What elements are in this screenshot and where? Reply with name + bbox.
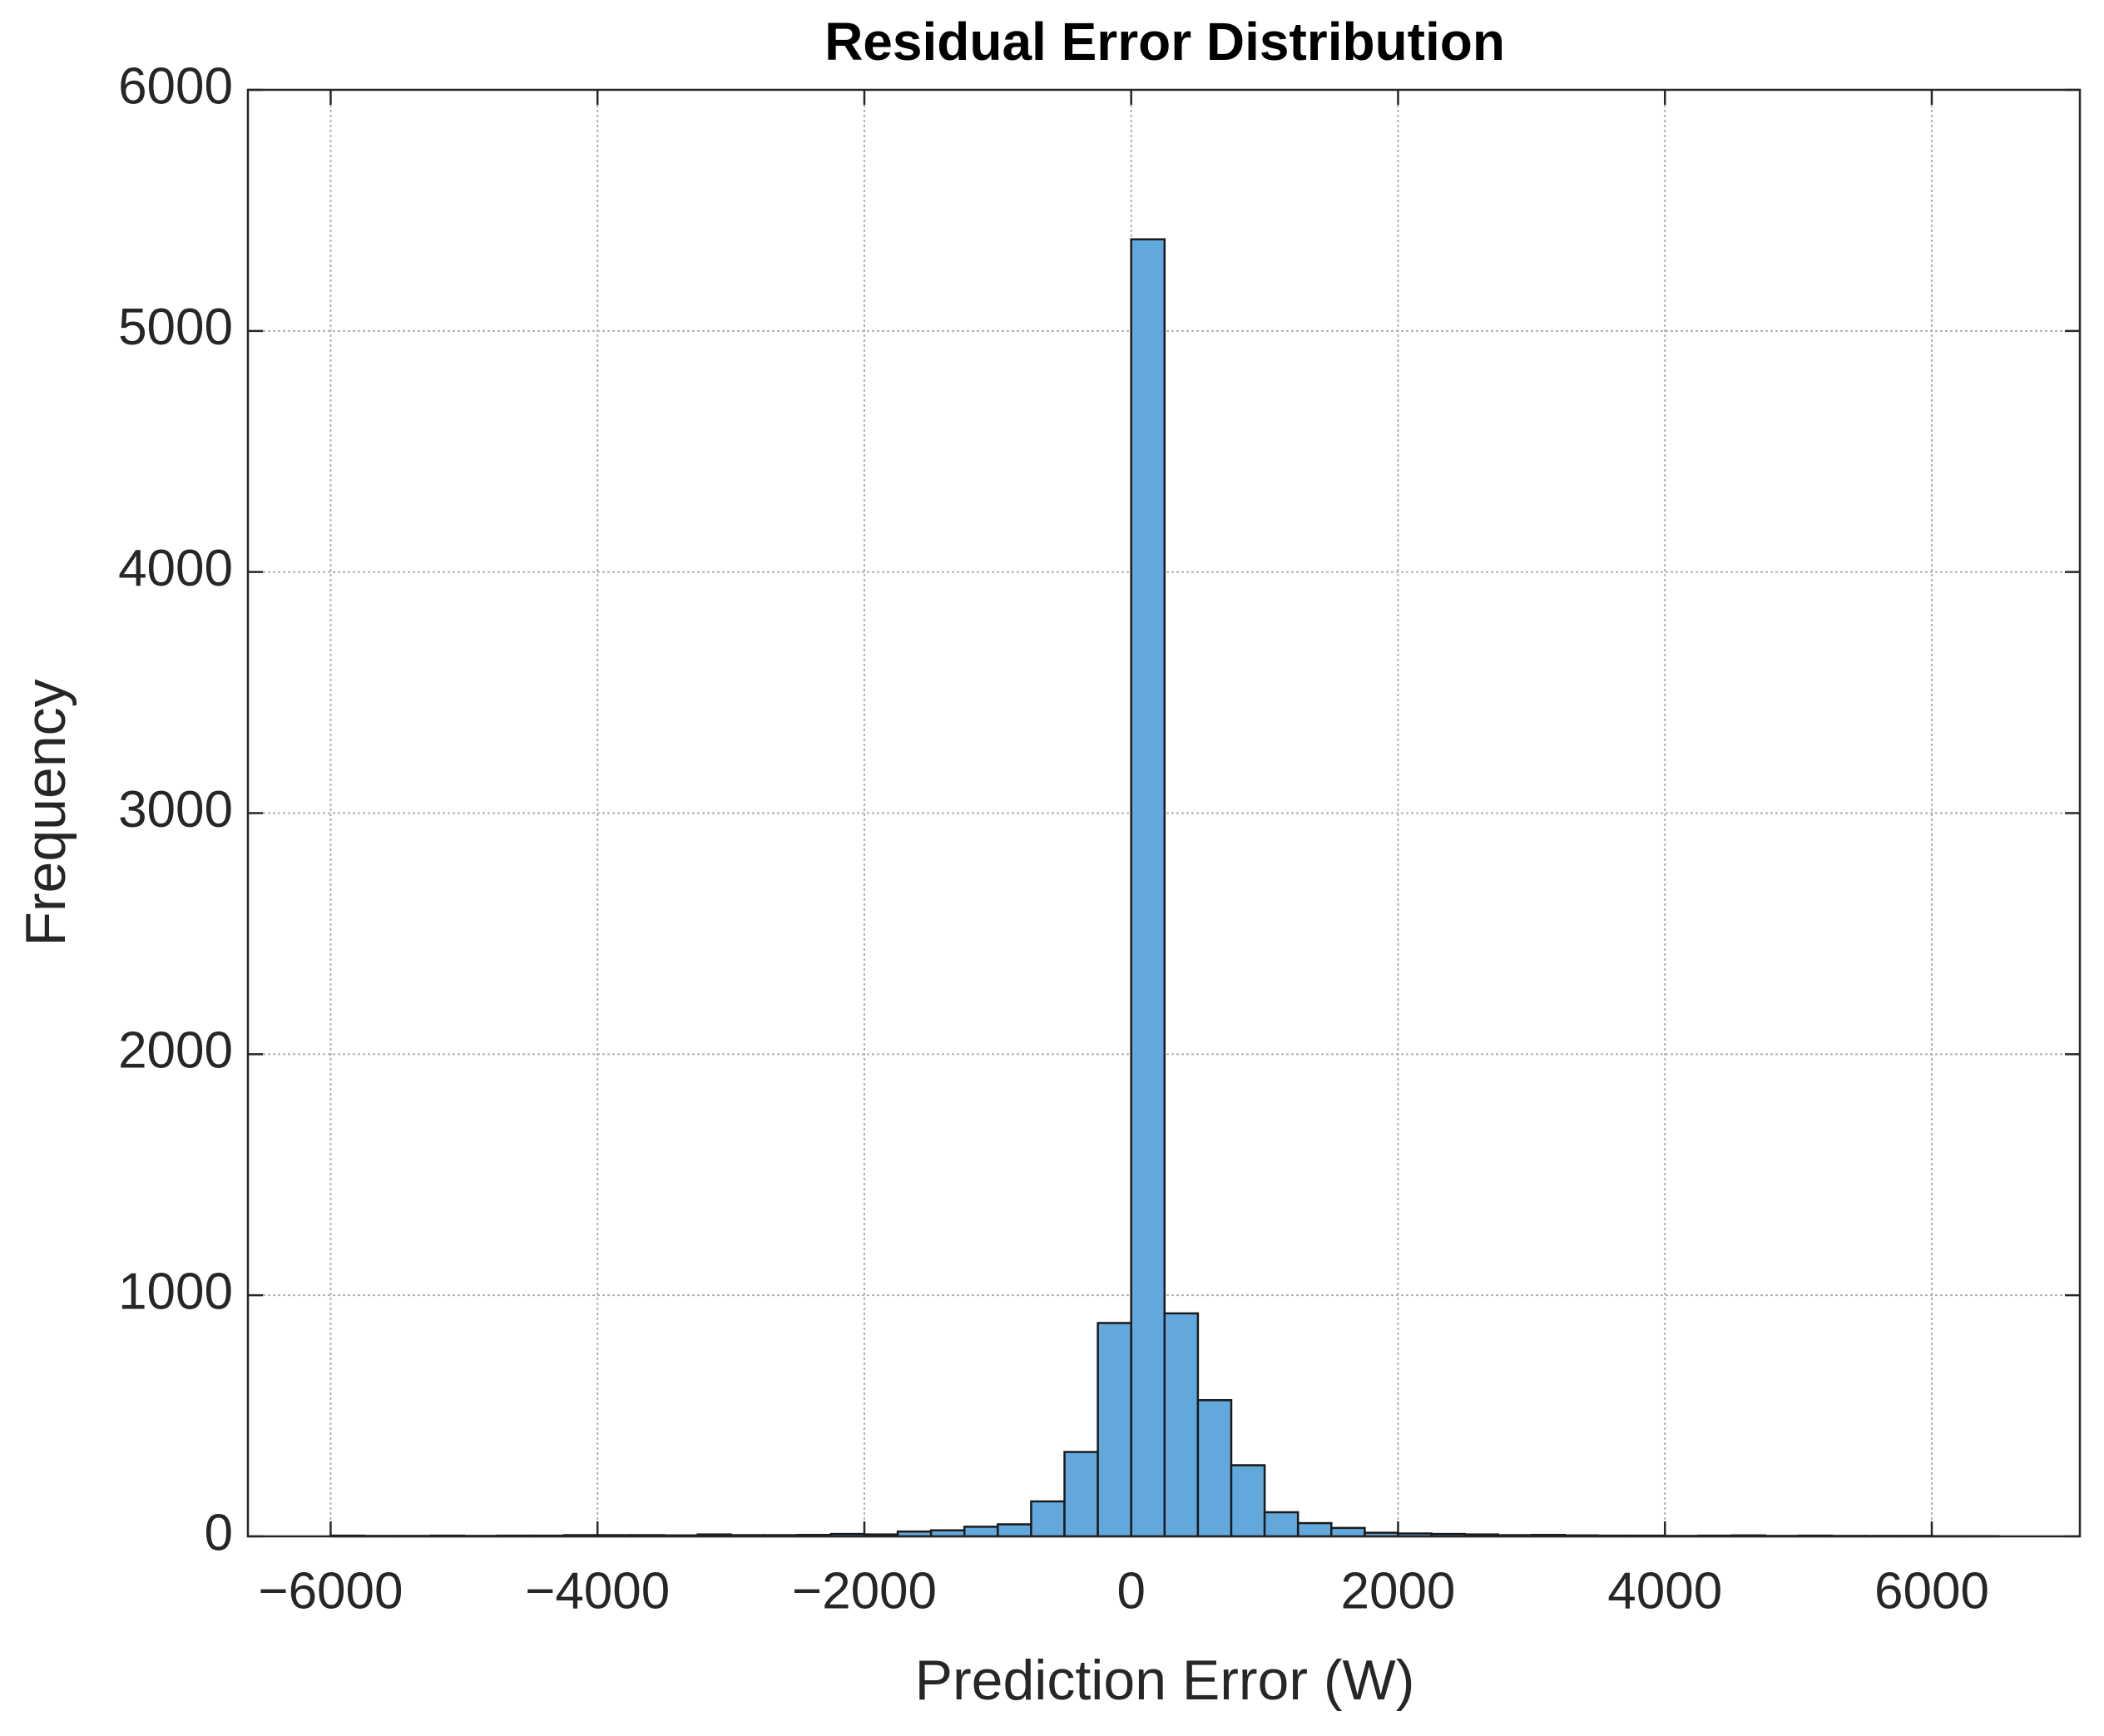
x-tick-label: −4000 xyxy=(525,1562,670,1620)
x-tick-label: 6000 xyxy=(1874,1562,1989,1620)
bar xyxy=(1196,1398,1233,1538)
bar xyxy=(997,1523,1032,1538)
plot-frame xyxy=(246,88,2082,1538)
bar xyxy=(1296,1521,1333,1538)
x-axis-label: Prediction Error (W) xyxy=(915,1649,1415,1712)
y-tick-label: 6000 xyxy=(118,57,233,115)
x-tick-label: −2000 xyxy=(792,1562,937,1620)
y-tick-label: 0 xyxy=(205,1504,233,1561)
bar xyxy=(1230,1464,1266,1538)
y-tick-label: 5000 xyxy=(118,299,233,356)
bar xyxy=(1263,1511,1300,1538)
bar xyxy=(1163,1312,1200,1538)
bar xyxy=(1063,1451,1099,1538)
y-tick-label: 3000 xyxy=(118,781,233,838)
y-tick-label: 4000 xyxy=(118,540,233,597)
y-axis-label: Frequency xyxy=(14,679,77,946)
x-tick-label: 0 xyxy=(1116,1562,1145,1620)
bar xyxy=(1330,1526,1366,1538)
x-tick-label: −6000 xyxy=(258,1562,403,1620)
chart-title: Residual Error Distribution xyxy=(824,12,1505,72)
x-tick-label: 4000 xyxy=(1607,1562,1722,1620)
bar xyxy=(1097,1322,1132,1538)
y-tick-label: 2000 xyxy=(118,1022,233,1080)
bar xyxy=(1130,238,1166,1538)
bar xyxy=(1030,1500,1066,1538)
x-tick-label: 2000 xyxy=(1340,1562,1455,1620)
bar xyxy=(963,1526,999,1538)
y-tick-label: 1000 xyxy=(118,1264,233,1321)
